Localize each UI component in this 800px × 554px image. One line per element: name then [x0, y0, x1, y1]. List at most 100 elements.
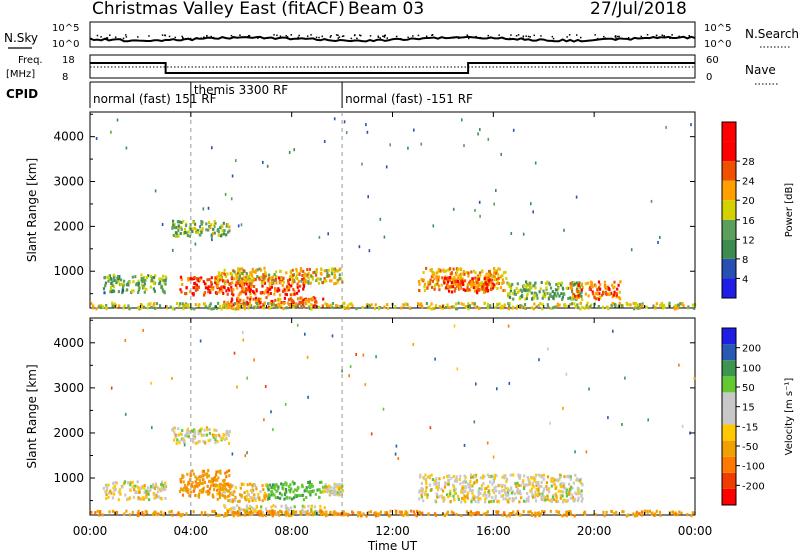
heatmap-cell [487, 283, 490, 287]
heatmap-cell [224, 496, 227, 500]
heatmap-cell [321, 304, 324, 308]
heatmap-cell [243, 491, 246, 495]
heatmap-cell [212, 478, 215, 482]
heatmap-cell [469, 510, 473, 514]
heatmap-cell [494, 496, 497, 500]
nsky-dot [335, 34, 338, 36]
heatmap-cell [620, 304, 623, 308]
heatmap-cell [152, 303, 155, 307]
heatmap-cell [254, 277, 257, 281]
heatmap-cell [218, 274, 221, 278]
heatmap-cell [537, 482, 540, 486]
heatmap-cell [255, 289, 258, 293]
heatmap-cell [226, 306, 229, 310]
heatmap-cell [284, 511, 287, 515]
heatmap-cell [533, 291, 536, 295]
heatmap-cell [186, 430, 189, 434]
heatmap-cell [552, 477, 555, 481]
heatmap-cell [107, 279, 110, 283]
heatmap-cell [476, 305, 479, 309]
heatmap-cell [478, 276, 481, 280]
nsky-dot [263, 37, 265, 40]
heatmap-cell [302, 510, 305, 514]
heatmap-cell [292, 278, 295, 282]
heatmap-cell [194, 480, 197, 484]
colorbar-segment [722, 472, 736, 489]
heatmap-cell [648, 509, 651, 513]
nsky-dot [125, 36, 128, 38]
heatmap-cell [240, 223, 243, 227]
heatmap-cell [292, 293, 295, 296]
heatmap-cell [219, 234, 223, 238]
nsky-dot [552, 37, 555, 40]
heatmap-cell [186, 472, 189, 476]
heatmap-cell [470, 476, 473, 480]
heatmap-cell [163, 290, 166, 294]
heatmap-cell [216, 275, 219, 279]
heatmap-cell [565, 510, 568, 514]
heatmap-cell [309, 485, 312, 489]
heatmap-cell [425, 482, 428, 486]
heatmap-cell [525, 280, 528, 284]
heatmap-cell [577, 283, 580, 287]
heatmap-cell [199, 475, 202, 479]
heatmap-cell [109, 287, 112, 291]
heatmap-cell [528, 289, 531, 293]
heatmap-cell [567, 511, 570, 514]
heatmap-cell [216, 488, 219, 492]
heatmap-cell [476, 275, 479, 279]
heatmap-cell [153, 487, 157, 490]
heatmap-cell [111, 496, 114, 500]
heatmap-cell [294, 493, 297, 497]
heatmap-cell [327, 489, 330, 493]
heatmap-cell [110, 386, 113, 390]
heatmap-cell [306, 268, 309, 272]
heatmap-cell [528, 480, 531, 484]
y-tick-label: 4000 [53, 336, 84, 350]
heatmap-cell [220, 307, 223, 311]
heatmap-cell [304, 332, 306, 336]
heatmap-cell [242, 482, 245, 486]
heatmap-cell [338, 483, 341, 487]
heatmap-cell [181, 473, 184, 477]
heatmap-cell [256, 299, 259, 303]
heatmap-cell [142, 279, 145, 283]
heatmap-cell [261, 510, 264, 514]
heatmap-cell [506, 487, 509, 491]
heatmap-cell [205, 222, 208, 226]
heatmap-cell [184, 434, 187, 438]
heatmap-cell [508, 285, 511, 289]
heatmap-cell [482, 482, 485, 485]
heatmap-cell [226, 279, 229, 283]
heatmap-cell [659, 303, 662, 307]
heatmap-cell [135, 491, 138, 495]
heatmap-cell [402, 303, 405, 307]
heatmap-cell [216, 492, 219, 496]
heatmap-cell [269, 483, 272, 487]
nsky-dot [200, 37, 202, 39]
heatmap-cell [495, 510, 498, 514]
heatmap-cell [543, 295, 546, 299]
heatmap-cell [280, 301, 283, 304]
heatmap-cell [207, 206, 210, 210]
heatmap-cell [293, 505, 296, 509]
heatmap-cell [495, 189, 497, 192]
heatmap-cell [318, 495, 321, 499]
heatmap-cell [467, 307, 470, 311]
heatmap-cell [480, 280, 483, 284]
heatmap-cell [603, 514, 606, 518]
heatmap-cell [172, 219, 175, 223]
heatmap-cell [112, 289, 115, 293]
nsky-dot [182, 37, 184, 39]
heatmap-cell [133, 488, 136, 492]
heatmap-cell [233, 351, 236, 355]
nsky-dot [510, 34, 512, 36]
heatmap-cell [556, 288, 559, 292]
heatmap-cell [221, 224, 224, 228]
heatmap-cell [493, 202, 495, 206]
heatmap-cell [150, 305, 153, 309]
heatmap-cell [201, 488, 204, 492]
heatmap-cell [537, 473, 541, 477]
heatmap-cell [147, 274, 150, 278]
